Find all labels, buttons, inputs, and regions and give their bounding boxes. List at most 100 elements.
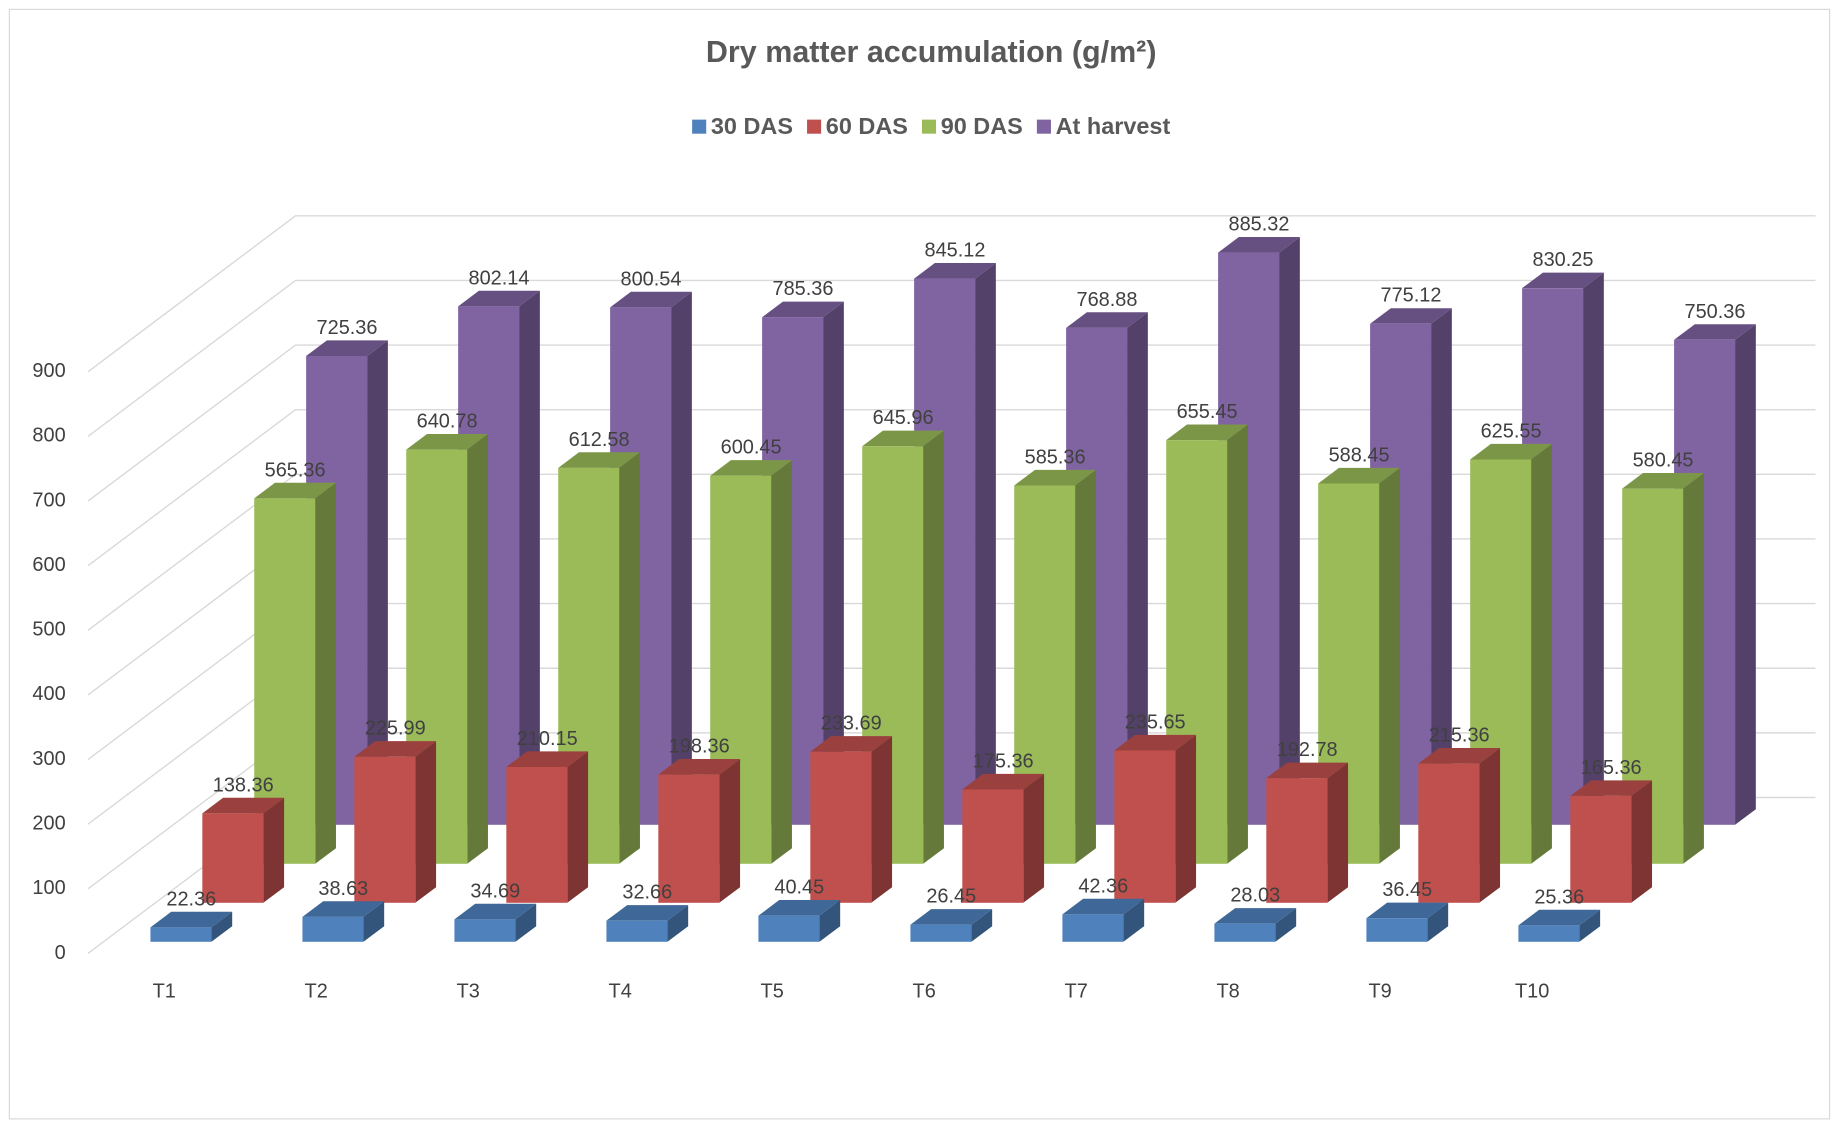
bar-front [1062,914,1124,942]
bar-top [962,773,1045,790]
bar-top [406,434,488,450]
chart-title: Dry matter accumulation (g/m²) [706,35,1157,69]
data-label: 565.36 [265,459,326,481]
bar-front [658,774,720,903]
bar-top [1214,908,1297,924]
data-label: 640.78 [417,411,478,433]
bar-front [1114,750,1176,903]
legend-swatch [921,119,937,134]
bar-top [254,482,336,499]
bar-top [1470,443,1552,460]
bar-top [758,900,841,916]
data-label: 25.36 [1534,886,1584,908]
bar-side [819,900,841,942]
data-label: 40.45 [774,877,824,899]
bar-side [211,911,233,942]
x-tick-label: T2 [305,980,328,1002]
bar-side [1227,424,1248,864]
bar-side [619,452,640,864]
legend-label: At harvest [1056,113,1171,139]
data-label: 38.63 [318,878,368,900]
bar-side [1583,272,1604,825]
data-label: 750.36 [1684,301,1745,323]
bar-side [771,460,792,864]
data-label: 802.14 [469,267,530,289]
bar-side [1275,908,1297,942]
bar [810,736,893,903]
data-label: 800.54 [621,268,682,290]
data-label: 138.36 [213,774,274,796]
chart-area: Dry matter accumulation (g/m²) 0 100 200 30… [8,8,1831,1120]
data-label: 34.69 [470,880,520,902]
data-label: 785.36 [773,278,834,300]
bar [1014,469,1096,864]
bar-front [1570,795,1632,903]
data-label: 28.03 [1230,885,1280,907]
bar [202,797,285,903]
legend-swatch [692,119,707,134]
data-label: 845.12 [925,240,986,262]
y-tick-label: 600 [32,554,65,576]
bar-top [710,460,792,476]
bar-top [150,911,233,928]
x-tick-label: T10 [1515,980,1549,1002]
bar-top [306,340,388,356]
bar [1114,734,1197,903]
bar-front [302,916,364,942]
bar-top [1166,424,1248,441]
bar-side [871,736,893,903]
y-tick-label: 800 [32,425,65,447]
y-tick-label: 400 [32,683,65,705]
bar-side [1023,773,1045,903]
bar-top [1518,909,1601,926]
bar-side [363,901,385,942]
legend-label: 60 DAS [826,113,908,139]
bar-top [1370,308,1452,324]
bar-front [1518,925,1580,942]
bar-side [519,290,540,825]
bar [910,909,993,942]
data-label: 625.55 [1481,420,1542,442]
bar-top [1522,272,1604,289]
bar-top [810,736,893,752]
bar-side [971,909,993,942]
x-tick-label: T9 [1369,980,1392,1002]
bar-top [910,909,993,925]
bar [1570,780,1653,903]
bar [354,741,437,903]
bar-top [302,901,385,917]
bar [1470,443,1552,864]
grid-line [87,215,1816,373]
data-label: 175.36 [973,750,1034,772]
y-tick-label: 300 [32,748,65,770]
bar-side [719,758,741,903]
data-label: 198.36 [669,736,730,758]
bar [1214,908,1297,942]
data-label: 775.12 [1380,285,1441,307]
bar-front [910,924,972,942]
grid-line [87,279,1816,437]
bar [506,751,589,903]
bar-side [1431,308,1452,825]
bar-front [758,915,820,942]
data-label: 42.36 [1078,875,1128,897]
bar-side [1279,236,1300,825]
bar-side [567,751,589,903]
bar [1418,747,1501,903]
bar-side [1531,443,1552,864]
x-tick-label: T7 [1065,980,1088,1002]
bar-side [823,301,844,825]
bar-front [454,919,516,942]
bar-side [1579,909,1601,942]
bar-top [610,291,692,308]
data-label: 210.15 [517,728,578,750]
bar-side [1631,780,1653,903]
data-label: 215.36 [1429,725,1490,747]
data-label: 36.45 [1382,879,1432,901]
bar [1674,324,1756,825]
data-label: 612.58 [569,429,630,451]
data-label: 22.36 [166,888,216,910]
bar-top [1066,312,1148,328]
